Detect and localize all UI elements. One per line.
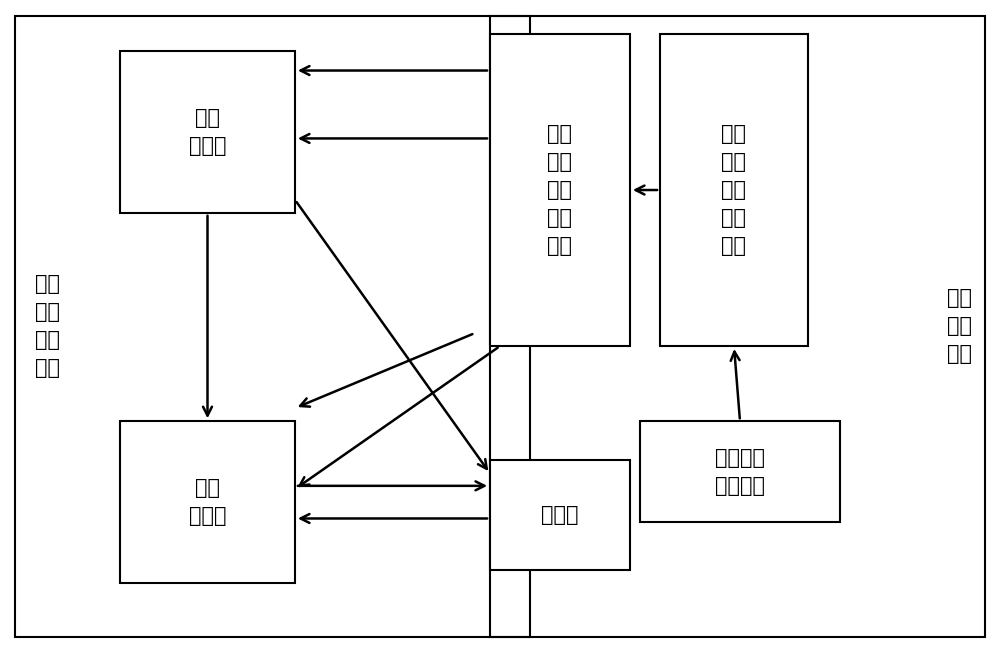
Text: 量子
判别器: 量子 判别器 (189, 478, 226, 526)
Text: 量子
生成器: 量子 生成器 (189, 108, 226, 156)
Text: 量子
态数
据集
分类
模块: 量子 态数 据集 分类 模块 (548, 124, 572, 256)
Bar (490, 16, 985, 637)
Bar (120, 51, 295, 213)
Bar (15, 16, 530, 637)
Bar (660, 34, 808, 346)
Bar (490, 460, 630, 570)
Text: 量子初态
制备模块: 量子初态 制备模块 (715, 448, 765, 496)
Bar (120, 421, 295, 583)
Bar (640, 421, 840, 522)
Text: 优化器: 优化器 (541, 505, 579, 525)
Bar (490, 34, 630, 346)
Text: 量子
生成
对抗
网络: 量子 生成 对抗 网络 (36, 274, 60, 379)
Text: 带噪
声量
子态
制备
模块: 带噪 声量 子态 制备 模块 (722, 124, 746, 256)
Text: 网络
训练
模块: 网络 训练 模块 (948, 289, 972, 364)
